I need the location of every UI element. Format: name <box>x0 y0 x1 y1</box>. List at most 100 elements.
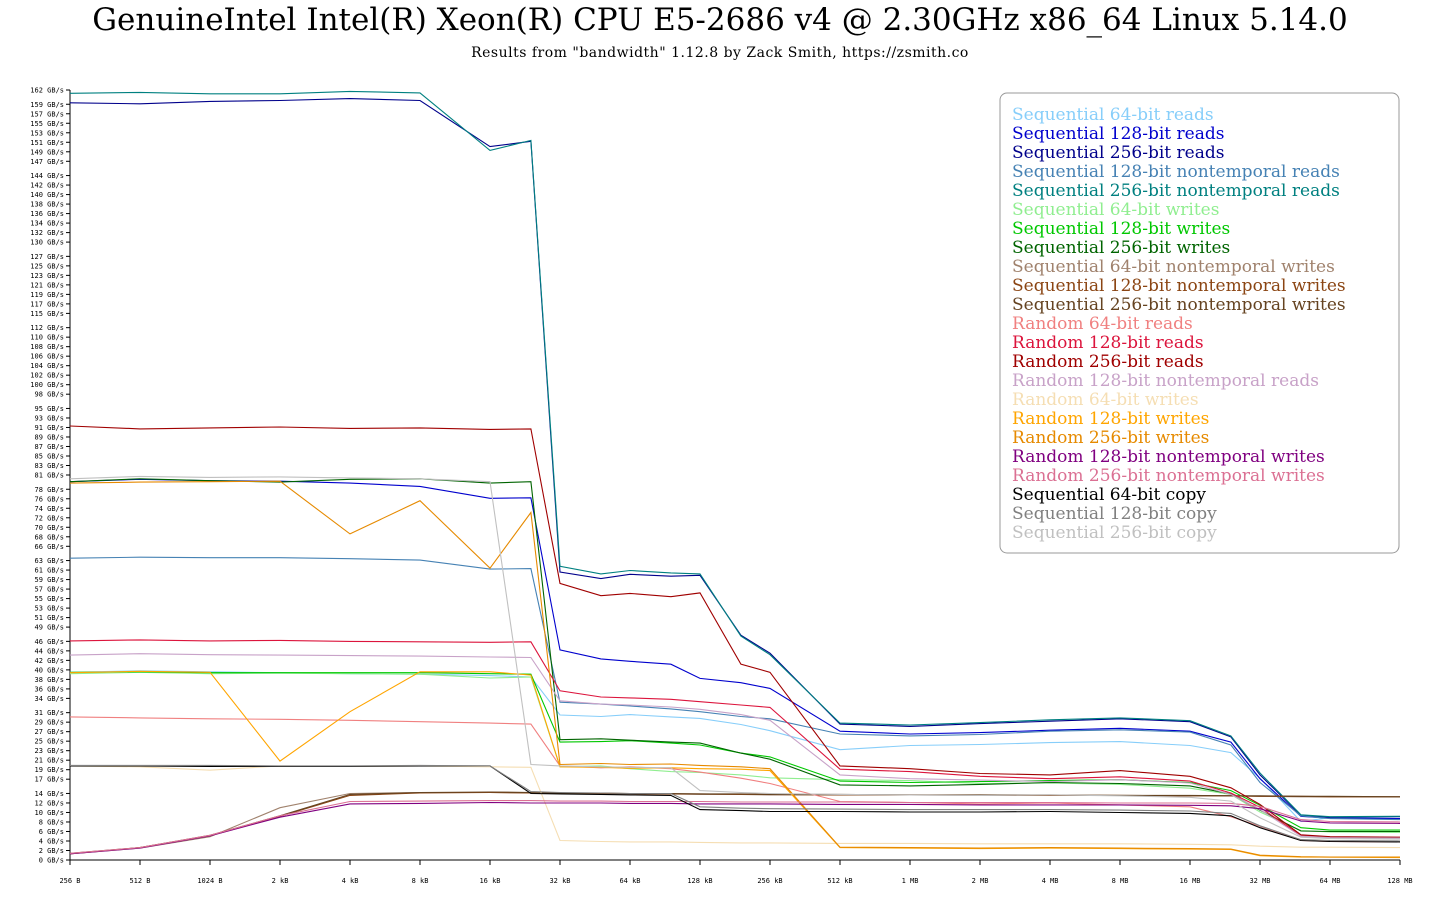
y-tick-label: 10 GB/s <box>34 809 64 817</box>
series-line-13 <box>69 639 1401 839</box>
x-tick-label: 128 kB <box>687 877 712 885</box>
y-tick-label: 19 GB/s <box>34 766 64 774</box>
legend-entry: Sequential 128-bit reads <box>1012 124 1224 144</box>
series-line-7 <box>69 671 1400 831</box>
y-tick-label: 42 GB/s <box>34 657 64 665</box>
legend-entry: Sequential 256-bit reads <box>1012 143 1224 163</box>
y-tick-label: 49 GB/s <box>34 624 64 632</box>
y-tick-label: 23 GB/s <box>34 747 64 755</box>
y-tick-label: 27 GB/s <box>34 728 64 736</box>
x-tick-label: 64 MB <box>1319 877 1340 885</box>
y-tick-label: 136 GB/s <box>30 210 64 218</box>
y-tick-label: 85 GB/s <box>34 452 64 460</box>
y-tick-label: 87 GB/s <box>34 443 64 451</box>
y-tick-label: 98 GB/s <box>34 391 64 399</box>
y-tick-label: 151 GB/s <box>30 139 64 147</box>
series-line-2 <box>69 478 1401 820</box>
x-tick-label: 4 MB <box>1042 877 1059 885</box>
y-tick-label: 159 GB/s <box>30 101 64 109</box>
legend-entry: Sequential 256-bit nontemporal reads <box>1012 181 1340 201</box>
series-line-15 <box>69 653 1401 839</box>
y-tick-label: 153 GB/s <box>30 129 64 137</box>
legend-entry: Sequential 128-bit nontemporal writes <box>1012 276 1346 296</box>
x-tick-label: 512 kB <box>827 877 852 885</box>
y-tick-label: 102 GB/s <box>30 372 64 380</box>
series-line-5 <box>69 90 1401 818</box>
legend-box <box>999 92 1400 554</box>
x-tick-label: 8 kB <box>412 877 429 885</box>
axes: 0 GB/s 2 GB/s 4 GB/s6 GB/s 8 GB/s10 GB/s 12 … <box>30 87 1412 886</box>
x-tick-label: 256 kB <box>757 877 782 885</box>
y-tick-label: 115 GB/s <box>30 310 64 318</box>
y-tick-label: 95 GB/s <box>34 405 64 413</box>
y-tick-label: 61 GB/s <box>34 567 64 575</box>
x-tick-label: 32 kB <box>549 877 570 885</box>
x-tick-label: 256 B <box>59 877 80 885</box>
legend-entry: Random 128-bit reads <box>1012 333 1204 353</box>
legend-entry: Sequential 64-bit writes <box>1012 200 1219 220</box>
series-line-16 <box>69 765 1401 849</box>
y-tick-label: 8 GB/s <box>39 818 64 826</box>
y-tick-label: 29 GB/s <box>34 719 64 727</box>
y-tick-label: 138 GB/s <box>30 201 64 209</box>
y-tick-label: 59 GB/s <box>34 576 64 584</box>
series-line-17 <box>69 670 1401 859</box>
legend-entry: Sequential 128-bit copy <box>1012 504 1217 524</box>
series-line-11 <box>69 791 1401 854</box>
y-tick-label: 53 GB/s <box>34 605 64 613</box>
y-tick-label: 51 GB/s <box>34 614 64 622</box>
legend-entry: Random 256-bit reads <box>1012 352 1204 372</box>
x-tick-label: 1024 B <box>197 877 222 885</box>
y-tick-label: 123 GB/s <box>30 272 64 280</box>
series-line-20 <box>69 800 1401 854</box>
y-tick-label: 63 GB/s <box>34 557 64 565</box>
y-tick-label: 130 GB/s <box>30 239 64 247</box>
y-tick-label: 34 GB/s <box>34 695 64 703</box>
x-tick-label: 2 kB <box>272 877 289 885</box>
y-tick-label: 36 GB/s <box>34 685 64 693</box>
legend-entry: Sequential 256-bit nontemporal writes <box>1012 295 1346 315</box>
y-tick-label: 2 GB/s <box>39 847 64 855</box>
x-tick-label: 8 MB <box>1112 877 1129 885</box>
y-tick-label: 89 GB/s <box>34 433 64 441</box>
series-line-4 <box>69 556 1401 821</box>
y-tick-label: 93 GB/s <box>34 414 64 422</box>
series-line-6 <box>69 671 1401 833</box>
y-tick-label: 78 GB/s <box>34 486 64 494</box>
x-tick-label: 2 MB <box>972 877 989 885</box>
legend-entry: Random 256-bit nontemporal writes <box>1012 466 1325 486</box>
legend-entry: Random 64-bit reads <box>1012 314 1193 334</box>
legend-entry: Random 128-bit writes <box>1012 409 1209 429</box>
y-tick-label: 25 GB/s <box>34 738 64 746</box>
series-line-19 <box>69 801 1401 855</box>
y-tick-label: 38 GB/s <box>34 676 64 684</box>
legend-entry: Sequential 256-bit copy <box>1012 523 1217 543</box>
y-tick-label: 112 GB/s <box>30 324 64 332</box>
y-tick-label: 57 GB/s <box>34 586 64 594</box>
y-tick-label: 144 GB/s <box>30 172 64 180</box>
legend-entry: Sequential 64-bit nontemporal writes <box>1012 257 1335 277</box>
y-tick-label: 31 GB/s <box>34 709 64 717</box>
y-tick-label: 83 GB/s <box>34 462 64 470</box>
y-tick-label: 157 GB/s <box>30 110 64 118</box>
x-tick-label: 16 kB <box>479 877 500 885</box>
legend-entry: Sequential 128-bit writes <box>1012 219 1230 239</box>
y-tick-label: 140 GB/s <box>30 191 64 199</box>
y-tick-label: 81 GB/s <box>34 472 64 480</box>
series-line-1 <box>69 670 1401 823</box>
x-tick-label: 32 MB <box>1249 877 1270 885</box>
y-tick-label: 149 GB/s <box>30 148 64 156</box>
y-tick-label: 106 GB/s <box>30 353 64 361</box>
chart-title: GenuineIntel Intel(R) Xeon(R) CPU E5-268… <box>92 2 1348 38</box>
x-tick-label: 128 MB <box>1387 877 1412 885</box>
legend-entry: Random 64-bit writes <box>1012 390 1199 410</box>
y-tick-label: 0 GB/s <box>39 857 64 865</box>
y-tick-label: 17 GB/s <box>34 776 64 784</box>
y-tick-label: 110 GB/s <box>30 334 64 342</box>
y-tick-label: 142 GB/s <box>30 182 64 190</box>
y-tick-label: 40 GB/s <box>34 666 64 674</box>
legend-entry: Sequential 64-bit reads <box>1012 105 1214 125</box>
y-tick-label: 68 GB/s <box>34 533 64 541</box>
